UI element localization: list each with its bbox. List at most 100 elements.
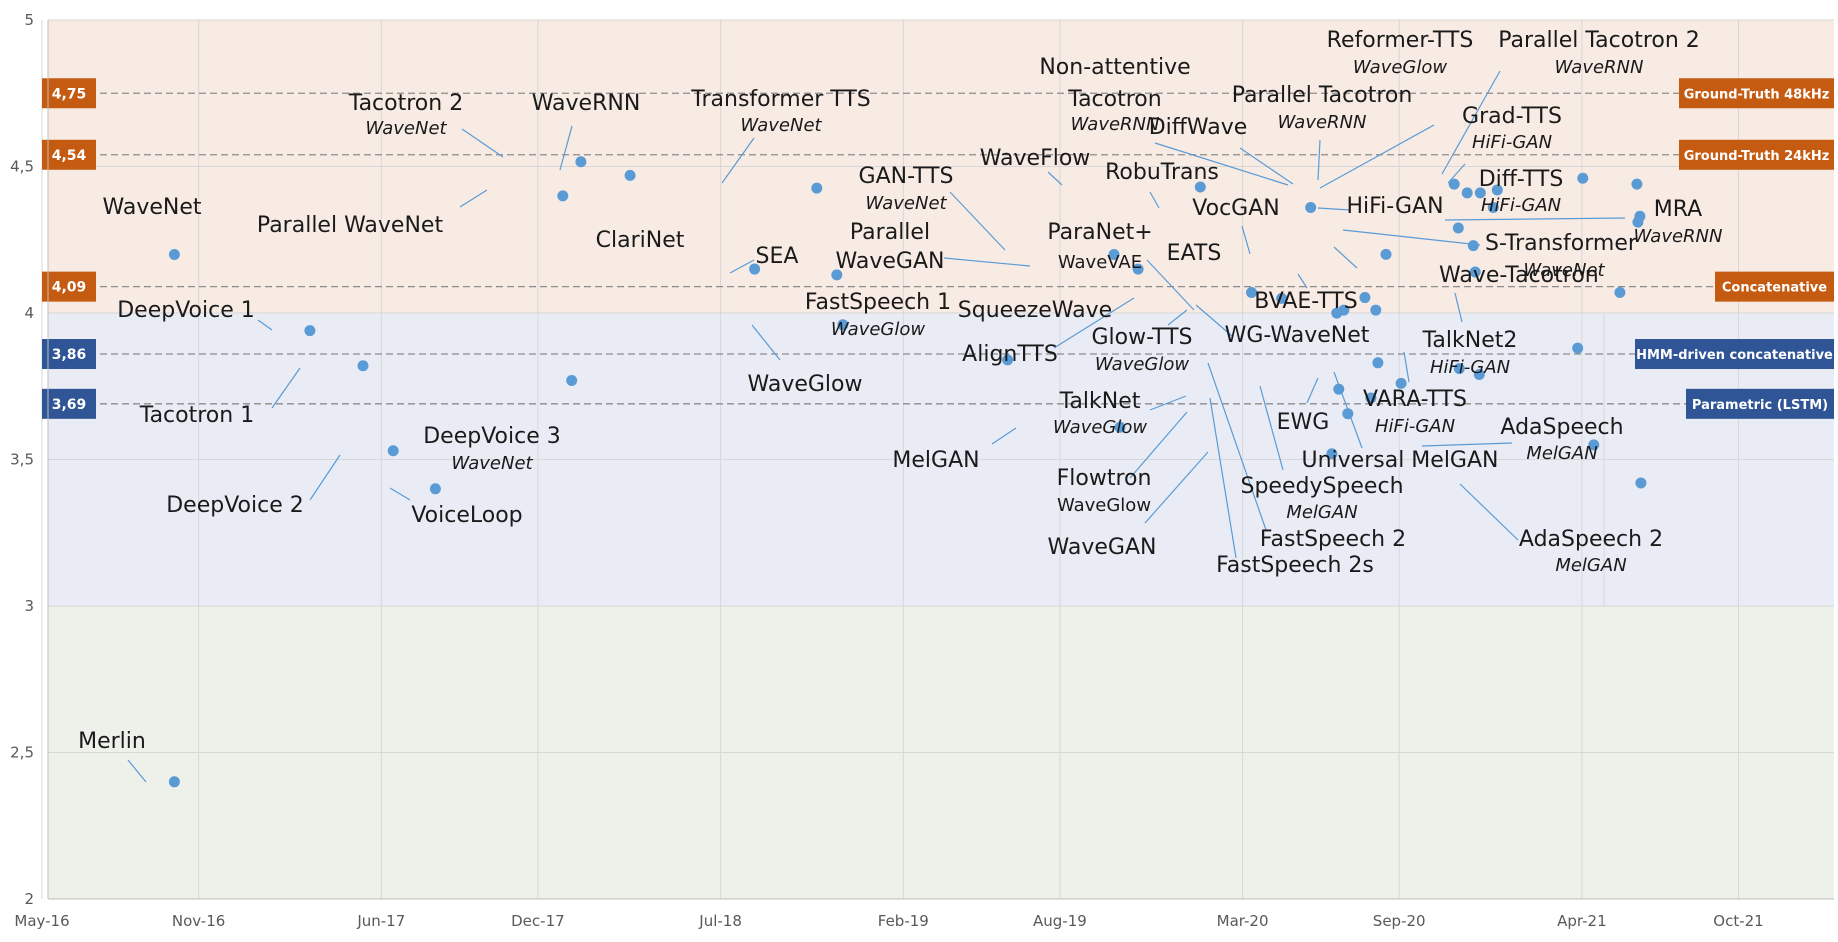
data-point — [1452, 222, 1464, 234]
point-label: WaveRNN — [532, 91, 641, 116]
point-label: Transformer TTS — [690, 87, 870, 112]
leader-line — [721, 137, 755, 184]
data-point — [1453, 363, 1465, 375]
data-point — [1487, 202, 1499, 214]
point-label: Parallel — [850, 220, 930, 245]
point-label: VARA-TTS — [1363, 387, 1467, 412]
reference-value-box — [42, 388, 96, 419]
y-tick-label: 4 — [24, 304, 34, 322]
point-label: DiffWave — [1149, 115, 1248, 140]
point-label: SqueezeWave — [958, 298, 1112, 323]
leader-line — [1297, 273, 1308, 289]
point-label: Parallel WaveNet — [257, 213, 444, 238]
point-label: Tacotron 2 — [348, 91, 463, 116]
point-label: WaveGAN — [836, 249, 945, 274]
data-point — [1469, 266, 1481, 278]
point-label: AdaSpeech — [1500, 415, 1623, 440]
x-tick-label: Aug-19 — [1033, 912, 1087, 930]
point-sublabel: HiFi-GAN — [1375, 416, 1455, 437]
point-label: Non-attentive — [1039, 55, 1190, 80]
data-point — [1342, 408, 1354, 420]
point-labels: WaveNet Merlin DeepVoice 1 Tacotron 1 DeepVo… — [78, 28, 1722, 754]
x-tick-label: Jun-17 — [356, 912, 405, 930]
reference-label-box — [1679, 139, 1834, 170]
leader-line — [1444, 217, 1626, 221]
data-point — [1461, 187, 1473, 199]
data-point — [1372, 357, 1384, 369]
point-sublabel: MelGAN — [1286, 502, 1357, 523]
data-point — [1614, 286, 1626, 298]
data-point — [1380, 248, 1392, 260]
point-label: FastSpeech 2 — [1260, 527, 1406, 552]
leader-line — [309, 454, 341, 501]
point-label: WaveGAN — [1048, 535, 1157, 560]
axes: May-16 Nov-16 Jun-17 Dec-17 Jul-18 Feb-19 Aug-… — [10, 11, 1834, 930]
y-tick-label: 5 — [24, 11, 34, 29]
point-sublabel: WaveNet — [740, 115, 822, 136]
leader-line — [1239, 147, 1294, 185]
reference-value-box — [42, 271, 96, 302]
point-label: Diff-TTS — [1479, 167, 1564, 192]
point-label: TalkNet2 — [1422, 328, 1518, 353]
point-label: GAN-TTS — [859, 164, 954, 189]
y-tick-label: 3 — [24, 597, 34, 615]
y-tick-label: 4,5 — [10, 158, 34, 176]
point-label: Parallel Tacotron — [1232, 83, 1413, 108]
point-label: Wave-Tacotron — [1439, 263, 1599, 288]
point-sublabel: MelGAN — [1555, 555, 1626, 576]
data-point — [1359, 292, 1371, 304]
data-point — [357, 360, 369, 372]
point-label: S-Transformer — [1485, 231, 1638, 256]
point-sublabel: WaveVAE — [1058, 252, 1142, 273]
x-tick-label: Apr-21 — [1557, 912, 1607, 930]
leader-lines — [127, 70, 1626, 783]
x-tick-label: May-16 — [14, 912, 69, 930]
data-point — [1331, 307, 1343, 319]
data-point — [1448, 178, 1460, 190]
leader-line — [1167, 309, 1188, 326]
reference-label: Parametric (LSTM) — [1692, 398, 1828, 413]
leader-line — [459, 189, 488, 208]
data-point — [566, 374, 578, 386]
point-label: SEA — [756, 244, 799, 269]
point-label: WaveNet — [103, 195, 202, 220]
data-point — [1194, 181, 1206, 193]
point-label: FastSpeech 2s — [1216, 553, 1374, 578]
point-sublabel: WaveGlow — [1353, 57, 1448, 78]
leader-line — [1459, 483, 1519, 541]
data-point — [831, 269, 843, 281]
grid — [41, 19, 1834, 900]
data-point — [1365, 392, 1377, 404]
data-point — [1588, 439, 1600, 451]
data-point — [1631, 178, 1643, 190]
point-sublabel: WaveGlow — [1053, 417, 1148, 438]
leader-line — [1129, 411, 1188, 479]
data-point — [1632, 216, 1644, 228]
point-sublabel: WaveRNN — [1633, 226, 1722, 247]
data-point — [1002, 354, 1014, 366]
point-sublabel: WaveGlow — [1095, 354, 1190, 375]
data-point — [1467, 240, 1479, 252]
data-point — [1473, 369, 1485, 381]
leader-line — [461, 128, 504, 158]
reference-label: Ground-Truth 48kHz — [1684, 87, 1830, 102]
leader-line — [1154, 142, 1289, 186]
data-point — [1572, 342, 1584, 354]
leader-line — [1149, 191, 1160, 209]
leader-line — [1144, 451, 1209, 524]
reference-lines: 4,75 Ground-Truth 48kHz 4,54 Ground-Truth 2… — [42, 78, 1834, 419]
y-tick-label: 3,5 — [10, 451, 34, 469]
point-sublabel: MelGAN — [1526, 443, 1597, 464]
leader-line — [1207, 362, 1267, 531]
point-sublabel: WaveRNN — [1554, 57, 1643, 78]
leader-line — [1441, 70, 1501, 175]
point-sublabel: WaveGlow — [831, 319, 926, 340]
data-point — [168, 776, 180, 788]
x-tick-label: Jul-18 — [698, 912, 742, 930]
point-sublabel: WaveRNN — [1070, 114, 1159, 135]
data-point — [168, 248, 180, 260]
point-label: AlignTTS — [962, 342, 1058, 367]
data-point — [557, 190, 569, 202]
data-point — [1577, 172, 1589, 184]
